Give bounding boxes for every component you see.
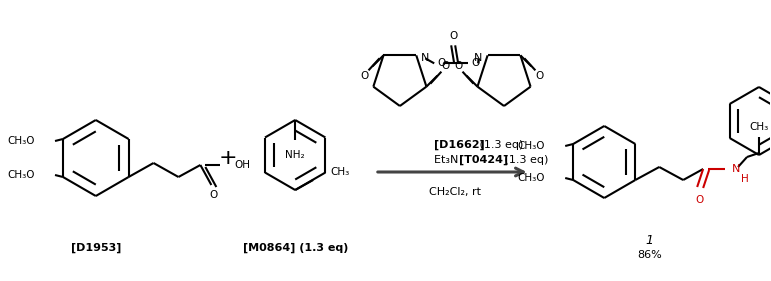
Text: [M0864] (1.3 eq): [M0864] (1.3 eq) [243,243,348,253]
Text: CH₃: CH₃ [330,167,349,177]
Text: O: O [471,58,480,68]
Text: 86%: 86% [637,250,662,260]
Text: OH: OH [234,160,251,170]
Text: 1: 1 [645,234,653,246]
Text: [T0424]: [T0424] [459,155,508,165]
Text: O: O [535,71,544,81]
Text: O: O [454,61,463,71]
Text: O: O [695,195,703,205]
Text: Et₃N: Et₃N [434,155,462,165]
Text: (1.3 eq): (1.3 eq) [476,140,524,150]
Text: NH₂: NH₂ [285,150,305,160]
Text: (1.3 eq): (1.3 eq) [501,155,548,165]
Text: O: O [360,71,369,81]
Text: CH₃O: CH₃O [518,141,545,151]
Text: O: O [449,31,457,41]
Text: CH₂Cl₂, rt: CH₂Cl₂, rt [429,187,480,197]
Text: [D1662]: [D1662] [434,140,485,150]
Text: O: O [437,58,446,68]
Text: O: O [209,190,217,200]
Text: CH₃O: CH₃O [518,173,545,183]
Text: N: N [474,53,483,63]
Text: CH₃O: CH₃O [8,136,35,146]
Text: [D1953]: [D1953] [71,243,121,253]
Text: +: + [219,148,237,168]
Text: H: H [741,174,749,184]
Text: N: N [421,53,429,63]
Text: CH₃: CH₃ [749,122,769,132]
Text: N: N [732,164,740,174]
Text: CH₃O: CH₃O [8,170,35,180]
Text: O: O [441,61,449,71]
